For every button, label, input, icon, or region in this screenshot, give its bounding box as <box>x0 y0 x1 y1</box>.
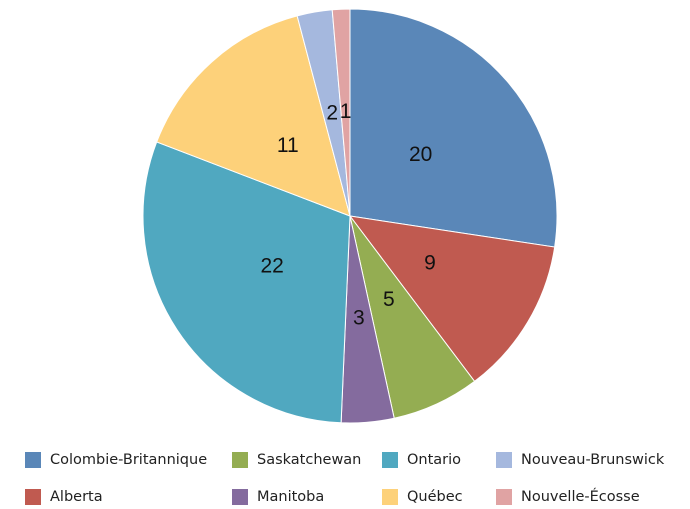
data-label: 20 <box>409 143 432 166</box>
legend-label: Manitoba <box>257 489 324 505</box>
legend-label: Alberta <box>50 489 103 505</box>
data-label: 22 <box>260 255 283 278</box>
legend-swatch <box>382 489 398 505</box>
legend-swatch <box>496 489 512 505</box>
data-label: 11 <box>277 134 299 157</box>
data-label: 1 <box>340 100 352 123</box>
pie-slice <box>348 215 556 383</box>
legend-label: Colombie-Britannique <box>50 452 207 468</box>
legend-swatch <box>232 452 248 468</box>
legend-swatch <box>25 489 41 505</box>
legend-label: Nouveau-Brunswick <box>521 452 665 468</box>
legend-label: Nouvelle-Écosse <box>521 488 640 505</box>
legend-label: Ontario <box>407 452 461 468</box>
legend-label: Saskatchewan <box>257 452 361 468</box>
pie-slice <box>349 8 558 248</box>
pie-slice <box>142 141 351 424</box>
pie-slice <box>156 15 351 217</box>
legend-swatch <box>382 452 398 468</box>
data-label: 2 <box>326 102 338 125</box>
data-label: 3 <box>353 307 365 330</box>
legend-label: Québec <box>407 489 463 505</box>
legend-swatch <box>25 452 41 468</box>
data-label: 9 <box>424 251 436 274</box>
legend-swatch <box>496 452 512 468</box>
pie-slice <box>331 8 351 217</box>
legend-swatch <box>232 489 248 505</box>
data-label: 5 <box>383 288 395 311</box>
